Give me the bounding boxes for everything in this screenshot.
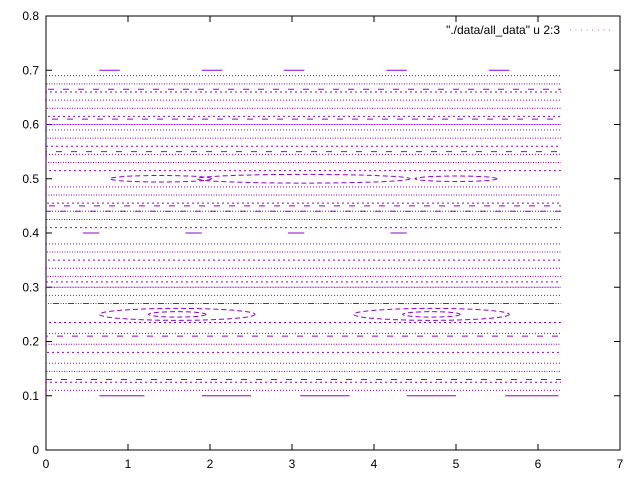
x-tick-label: 3 xyxy=(289,457,296,471)
data-point-loop xyxy=(353,307,510,321)
ticks-layer: 0 1 2 3 4 5 6 7 0 0.1 0.2 0.3 0.4 0.5 0.6 0.7 0.8 xyxy=(22,9,623,471)
data-point-loop xyxy=(402,311,461,318)
x-tick-label: 1 xyxy=(125,457,132,471)
data-layer xyxy=(46,69,561,397)
x-tick-label: 2 xyxy=(207,457,214,471)
legend: "./data/all_data" u 2:3 xyxy=(446,23,610,37)
data-point-loop xyxy=(414,175,498,182)
y-tick-label: 0.7 xyxy=(22,63,39,77)
y-tick-label: 0.1 xyxy=(22,389,39,403)
data-point-loop xyxy=(109,174,213,183)
y-tick-label: 0.4 xyxy=(22,226,39,240)
x-tick-label: 7 xyxy=(617,457,624,471)
x-tick-label: 6 xyxy=(535,457,542,471)
data-point-loop xyxy=(148,311,207,318)
y-tick-label: 0 xyxy=(32,443,39,457)
y-tick-label: 0.8 xyxy=(22,9,39,23)
y-tick-label: 0.6 xyxy=(22,118,39,132)
y-tick-label: 0.3 xyxy=(22,280,39,294)
legend-label: "./data/all_data" u 2:3 xyxy=(446,23,560,37)
y-tick-label: 0.5 xyxy=(22,172,39,186)
x-tick-label: 0 xyxy=(43,457,50,471)
data-point-loop xyxy=(196,173,411,184)
y-tick-label: 0.2 xyxy=(22,335,39,349)
data-point-loop xyxy=(98,307,256,321)
x-tick-label: 4 xyxy=(371,457,378,471)
plot-frame xyxy=(45,15,621,451)
x-tick-label: 5 xyxy=(453,457,460,471)
